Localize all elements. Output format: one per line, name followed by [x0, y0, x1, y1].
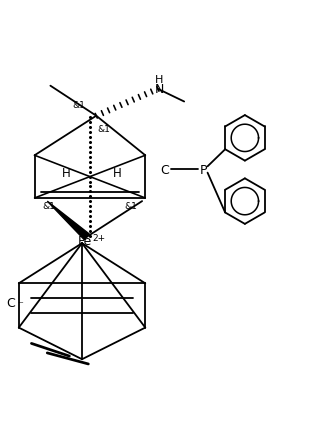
Text: 2+: 2+ [93, 233, 106, 242]
Text: Fe: Fe [78, 235, 92, 247]
Text: H: H [112, 166, 121, 180]
Text: &1: &1 [98, 124, 111, 134]
Text: C: C [6, 296, 15, 309]
Text: C: C [160, 164, 169, 177]
Text: ⁻: ⁻ [17, 300, 23, 310]
Text: H: H [155, 75, 164, 85]
Text: &1: &1 [72, 101, 85, 110]
Text: P: P [200, 164, 208, 177]
Text: &1: &1 [125, 202, 137, 211]
Text: N: N [155, 83, 164, 96]
Text: H: H [62, 166, 70, 180]
Polygon shape [47, 201, 89, 240]
Text: &1: &1 [42, 202, 55, 211]
